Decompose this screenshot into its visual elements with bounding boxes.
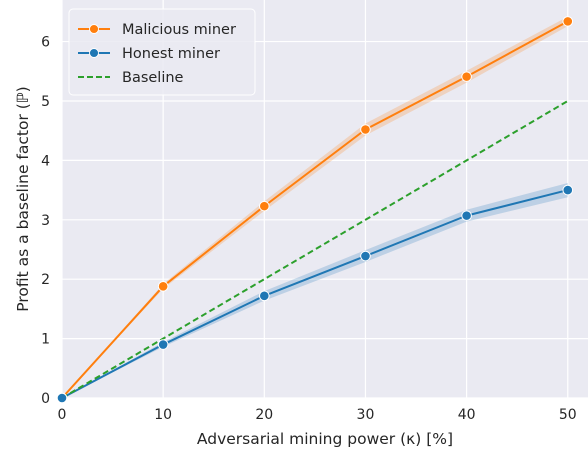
point-malicious-miner xyxy=(259,200,270,212)
x-axis-label: Adversarial mining power (κ) [%] xyxy=(197,430,453,448)
legend-box xyxy=(68,8,256,96)
y-tick-label: 0 xyxy=(41,391,50,407)
line-malicious-miner xyxy=(61,20,569,399)
x-tick-label: 40 xyxy=(458,407,476,423)
x-tick-labels: 0 10 20 30 40 50 xyxy=(58,407,577,423)
point-honest-miner xyxy=(562,184,574,196)
legend-marker-malicious xyxy=(89,24,99,34)
line-baseline xyxy=(61,100,569,399)
series-lines xyxy=(61,20,569,399)
legend-label-baseline: Baseline xyxy=(122,70,184,86)
point-honest-miner xyxy=(157,339,169,350)
y-tick-label: 4 xyxy=(41,153,50,169)
point-malicious-miner xyxy=(157,281,169,292)
y-tick-label: 6 xyxy=(41,35,50,51)
x-tick-label: 50 xyxy=(559,407,577,423)
point-malicious-miner xyxy=(562,16,574,27)
point-honest-miner xyxy=(56,392,68,404)
x-tick-label: 30 xyxy=(357,407,375,423)
legend-item-honest: Honest miner xyxy=(78,46,220,62)
y-tick-label: 3 xyxy=(41,213,50,229)
legend-item-malicious: Malicious miner xyxy=(78,22,236,38)
point-malicious-miner xyxy=(461,71,472,82)
legend: Malicious miner Honest miner Baseline xyxy=(68,8,256,96)
line-honest-miner xyxy=(61,189,569,399)
legend-item-baseline: Baseline xyxy=(78,70,184,86)
point-honest-miner xyxy=(360,250,371,262)
point-malicious-miner xyxy=(360,124,371,135)
y-tick-label: 5 xyxy=(41,94,50,110)
y-tick-label: 1 xyxy=(41,332,50,348)
legend-label-malicious: Malicious miner xyxy=(122,22,236,38)
confidence-bands xyxy=(62,16,568,398)
legend-label-honest: Honest miner xyxy=(122,46,220,62)
x-tick-label: 10 xyxy=(154,407,172,423)
y-tick-label: 2 xyxy=(41,272,50,288)
point-honest-miner xyxy=(259,290,270,302)
y-tick-labels: 0 1 2 3 4 5 6 xyxy=(41,35,50,407)
y-axis-label: Profit as a baseline factor (ℙ) xyxy=(14,86,32,311)
x-tick-label: 0 xyxy=(58,407,67,423)
legend-marker-honest xyxy=(89,48,99,58)
series-markers xyxy=(56,16,574,404)
x-tick-label: 20 xyxy=(255,407,273,423)
point-honest-miner xyxy=(461,210,472,221)
band-honest-miner xyxy=(62,182,568,398)
